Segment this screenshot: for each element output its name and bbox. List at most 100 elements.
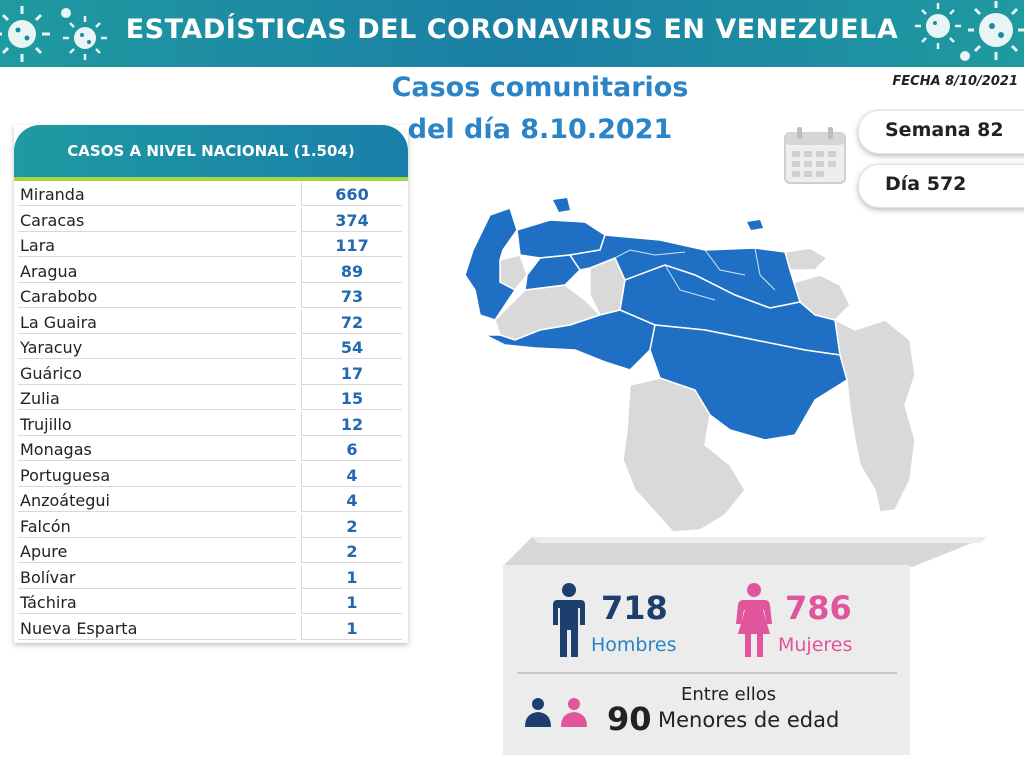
case-count: 72 — [340, 312, 364, 332]
case-count-cell: 15 — [301, 386, 402, 410]
table-row: Aragua 89 — [18, 258, 402, 283]
table-row: Caracas 374 — [18, 207, 402, 232]
case-count: 660 — [335, 185, 369, 204]
case-count: 4 — [346, 465, 358, 485]
state-name: Yaracuy — [20, 338, 83, 357]
state-name: Falcón — [20, 516, 71, 536]
case-count-cell: 12 — [301, 411, 402, 436]
state-name: Bolívar — [20, 567, 76, 587]
case-count-cell: 4 — [301, 462, 402, 487]
panel-platform — [502, 537, 987, 567]
men-count: 718 — [601, 589, 668, 627]
case-count-cell: 1 — [301, 615, 402, 640]
subtitle-line1: Casos comunitarios — [391, 72, 689, 103]
state-name: La Guaira — [20, 312, 97, 332]
case-count: 6 — [346, 440, 358, 459]
case-count-cell: 89 — [301, 258, 402, 283]
state-name-cell: Zulia — [18, 386, 296, 410]
subtitle-line2: del día 8.10.2021 — [407, 114, 673, 145]
state-name-cell: Anzoátegui — [18, 488, 296, 512]
map-region-falcon-peninsula — [553, 198, 570, 212]
week-badge: Semana 82 — [858, 110, 1024, 154]
cases-table: CASOS A NIVEL NACIONAL (1.504) Miranda 66… — [14, 125, 408, 643]
men-label: Hombres — [591, 634, 677, 656]
table-row: Guárico 17 — [18, 360, 402, 385]
case-count-cell: 17 — [301, 360, 402, 385]
case-count: 15 — [340, 389, 364, 408]
case-count: 73 — [340, 287, 364, 306]
state-name-cell: Apure — [18, 539, 296, 563]
case-count: 4 — [346, 491, 358, 510]
case-count-cell: 2 — [301, 539, 402, 563]
state-name-cell: Trujillo — [18, 411, 296, 436]
case-count-cell: 1 — [301, 564, 402, 589]
case-count: 117 — [335, 236, 369, 255]
report-date: FECHA 8/10/2021 — [892, 74, 1018, 89]
minors-label: Menores de edad — [658, 708, 840, 732]
case-count-cell: 4 — [301, 488, 402, 512]
map-region-lara — [524, 254, 581, 291]
table-row: Trujillo 12 — [18, 411, 402, 436]
state-name: Caracas — [20, 210, 85, 230]
state-name: Apure — [20, 542, 68, 561]
minors-prefix: Entre ellos — [681, 684, 777, 705]
case-count-cell: 54 — [301, 335, 402, 359]
table-row: Táchira 1 — [18, 590, 402, 614]
venezuela-map — [464, 198, 916, 533]
map-region-nueva-esparta — [747, 220, 763, 230]
state-name-cell: Portuguesa — [18, 462, 296, 487]
state-name: Lara — [20, 236, 56, 255]
state-name: Aragua — [20, 261, 78, 281]
state-name: Monagas — [20, 440, 92, 459]
women-count: 786 — [785, 589, 852, 627]
table-row: Lara 117 — [18, 233, 402, 257]
header-banner: ESTADÍSTICAS DEL CORONAVIRUS EN VENEZUEL… — [0, 0, 1024, 67]
state-name-cell: Caracas — [18, 207, 296, 232]
case-count-cell: 72 — [301, 309, 402, 334]
case-count: 1 — [346, 618, 358, 638]
case-count-cell: 73 — [301, 284, 402, 308]
map-region-caribbean-east — [784, 247, 829, 271]
virus-icon — [915, 1, 1024, 61]
case-count-cell: 374 — [301, 207, 402, 232]
table-row: Portuguesa 4 — [18, 462, 402, 487]
state-name-cell: Carabobo — [18, 284, 296, 308]
state-name-cell: Lara — [18, 233, 296, 257]
table-header: CASOS A NIVEL NACIONAL (1.504) — [14, 125, 408, 181]
week-label: Semana 82 — [885, 119, 1004, 141]
case-count: 17 — [340, 363, 364, 383]
table-header-label: CASOS A NIVEL NACIONAL (1.504) — [67, 142, 355, 160]
case-count: 12 — [340, 414, 364, 434]
woman-icon — [736, 583, 772, 657]
day-badge: Día 572 — [858, 164, 1024, 208]
table-row: La Guaira 72 — [18, 309, 402, 334]
panel-divider — [517, 672, 897, 674]
case-count-cell: 660 — [301, 182, 402, 206]
women-label: Mujeres — [778, 634, 853, 656]
state-name: Zulia — [20, 389, 60, 408]
calendar-icon — [784, 127, 846, 184]
case-count: 54 — [340, 338, 364, 357]
state-name-cell: La Guaira — [18, 309, 296, 334]
minors-count: 90 — [607, 700, 652, 738]
state-name-cell: Falcón — [18, 513, 296, 538]
state-name: Portuguesa — [20, 465, 111, 485]
table-row: Falcón 2 — [18, 513, 402, 538]
table-row: Nueva Esparta 1 — [18, 615, 402, 640]
state-name: Táchira — [20, 593, 77, 612]
state-name-cell: Táchira — [18, 590, 296, 614]
banner-title: ESTADÍSTICAS DEL CORONAVIRUS EN VENEZUEL… — [125, 14, 899, 45]
day-label: Día 572 — [885, 173, 967, 195]
case-count: 2 — [346, 542, 358, 561]
state-name-cell: Aragua — [18, 258, 296, 283]
case-count: 2 — [346, 516, 358, 536]
virus-icon — [0, 6, 107, 62]
state-name: Carabobo — [20, 287, 98, 306]
state-name-cell: Bolívar — [18, 564, 296, 589]
state-name: Trujillo — [20, 414, 72, 434]
state-name: Anzoátegui — [20, 491, 110, 510]
case-count: 1 — [346, 593, 358, 612]
table-row: Monagas 6 — [18, 437, 402, 461]
table-row: Bolívar 1 — [18, 564, 402, 589]
state-name: Nueva Esparta — [20, 618, 138, 638]
